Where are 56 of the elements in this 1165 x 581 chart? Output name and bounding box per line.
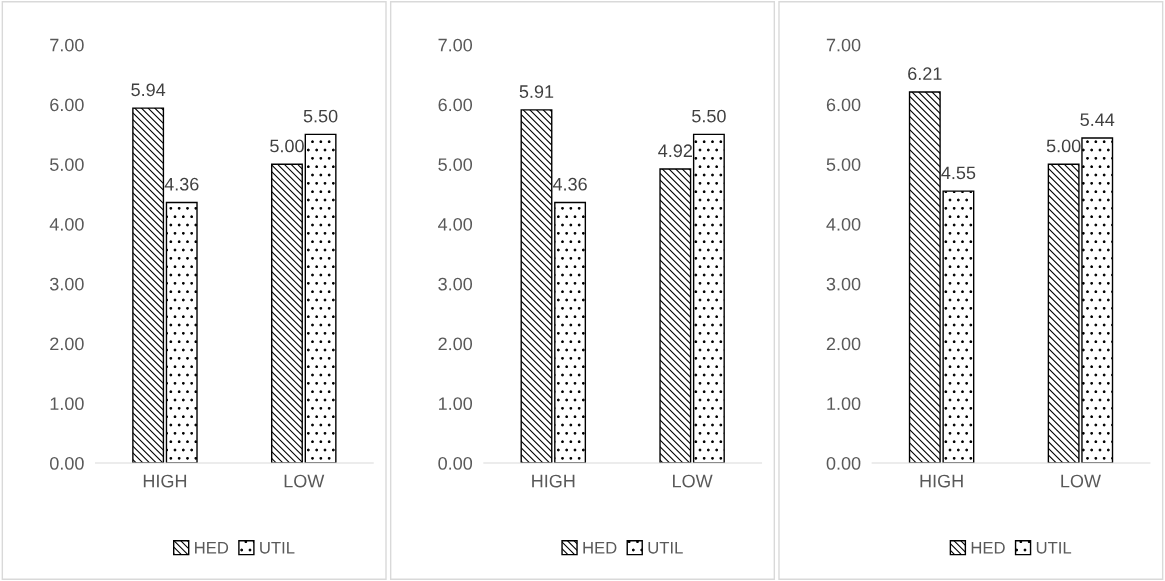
legend-label: UTIL [1036, 542, 1072, 554]
y-tick-label: 3.00 [49, 277, 84, 291]
x-tick-label: HIGH [532, 474, 575, 488]
y-tick-label: 7.00 [50, 38, 84, 52]
x-tick-label: LOW [1061, 474, 1101, 488]
y-tick-label: 3.00 [438, 277, 473, 291]
y-tick-label: 7.00 [826, 38, 861, 52]
y-tick-label: 6.00 [438, 98, 473, 112]
bar [692, 133, 725, 464]
y-tick-label: 5.00 [50, 158, 84, 171]
legend-label: HED [971, 542, 1005, 554]
text: 5.50 [692, 109, 726, 123]
y-tick-label: 1.00 [827, 397, 861, 411]
y-tick-label: 2.00 [826, 337, 861, 351]
text: 5.50 [303, 109, 338, 123]
bar [132, 107, 165, 464]
y-tick-label: 2.00 [438, 337, 473, 351]
bar [304, 133, 337, 464]
text: 4.36 [164, 177, 199, 191]
y-tick-label: 2.00 [50, 337, 84, 351]
y-tick-label: 4.00 [49, 217, 84, 231]
y-tick-label: 5.00 [826, 158, 861, 171]
x-tick-label: HIGH [143, 474, 187, 488]
y-tick-label: 6.00 [826, 98, 861, 112]
x-tick-label: LOW [284, 474, 325, 488]
y-tick-label: 5.00 [438, 158, 473, 171]
text: 5.00 [1046, 139, 1081, 153]
text: 5.94 [131, 83, 166, 97]
y-tick-label: 1.00 [50, 397, 84, 411]
text: 5.44 [1080, 113, 1115, 127]
y-tick-label: 4.00 [438, 217, 473, 231]
bar [659, 168, 692, 464]
y-tick-label: 6.00 [50, 98, 84, 112]
bar [520, 109, 553, 464]
text: 5.91 [519, 85, 554, 98]
y-tick-label: 4.00 [826, 217, 861, 231]
legend-label: HED [583, 542, 617, 554]
text: 4.55 [941, 166, 976, 180]
bar [554, 201, 587, 464]
y-tick-label: 7.00 [438, 38, 473, 52]
text: 5.00 [270, 139, 304, 153]
bar [271, 163, 303, 464]
text: 4.92 [658, 144, 692, 158]
bar [165, 201, 198, 464]
text: 4.36 [552, 177, 587, 191]
text: 6.21 [908, 67, 942, 81]
y-tick-label: 3.00 [826, 277, 861, 291]
y-tick-label: 0.00 [49, 456, 84, 470]
y-tick-label: 1.00 [438, 397, 473, 411]
legend-label: HED [195, 542, 229, 554]
x-tick-label: HIGH [920, 474, 963, 488]
legend-label: UTIL [260, 542, 295, 554]
x-tick-label: LOW [673, 474, 713, 488]
y-tick-label: 0.00 [438, 456, 473, 470]
legend-label: UTIL [648, 542, 683, 554]
y-tick-label: 0.00 [826, 456, 861, 470]
